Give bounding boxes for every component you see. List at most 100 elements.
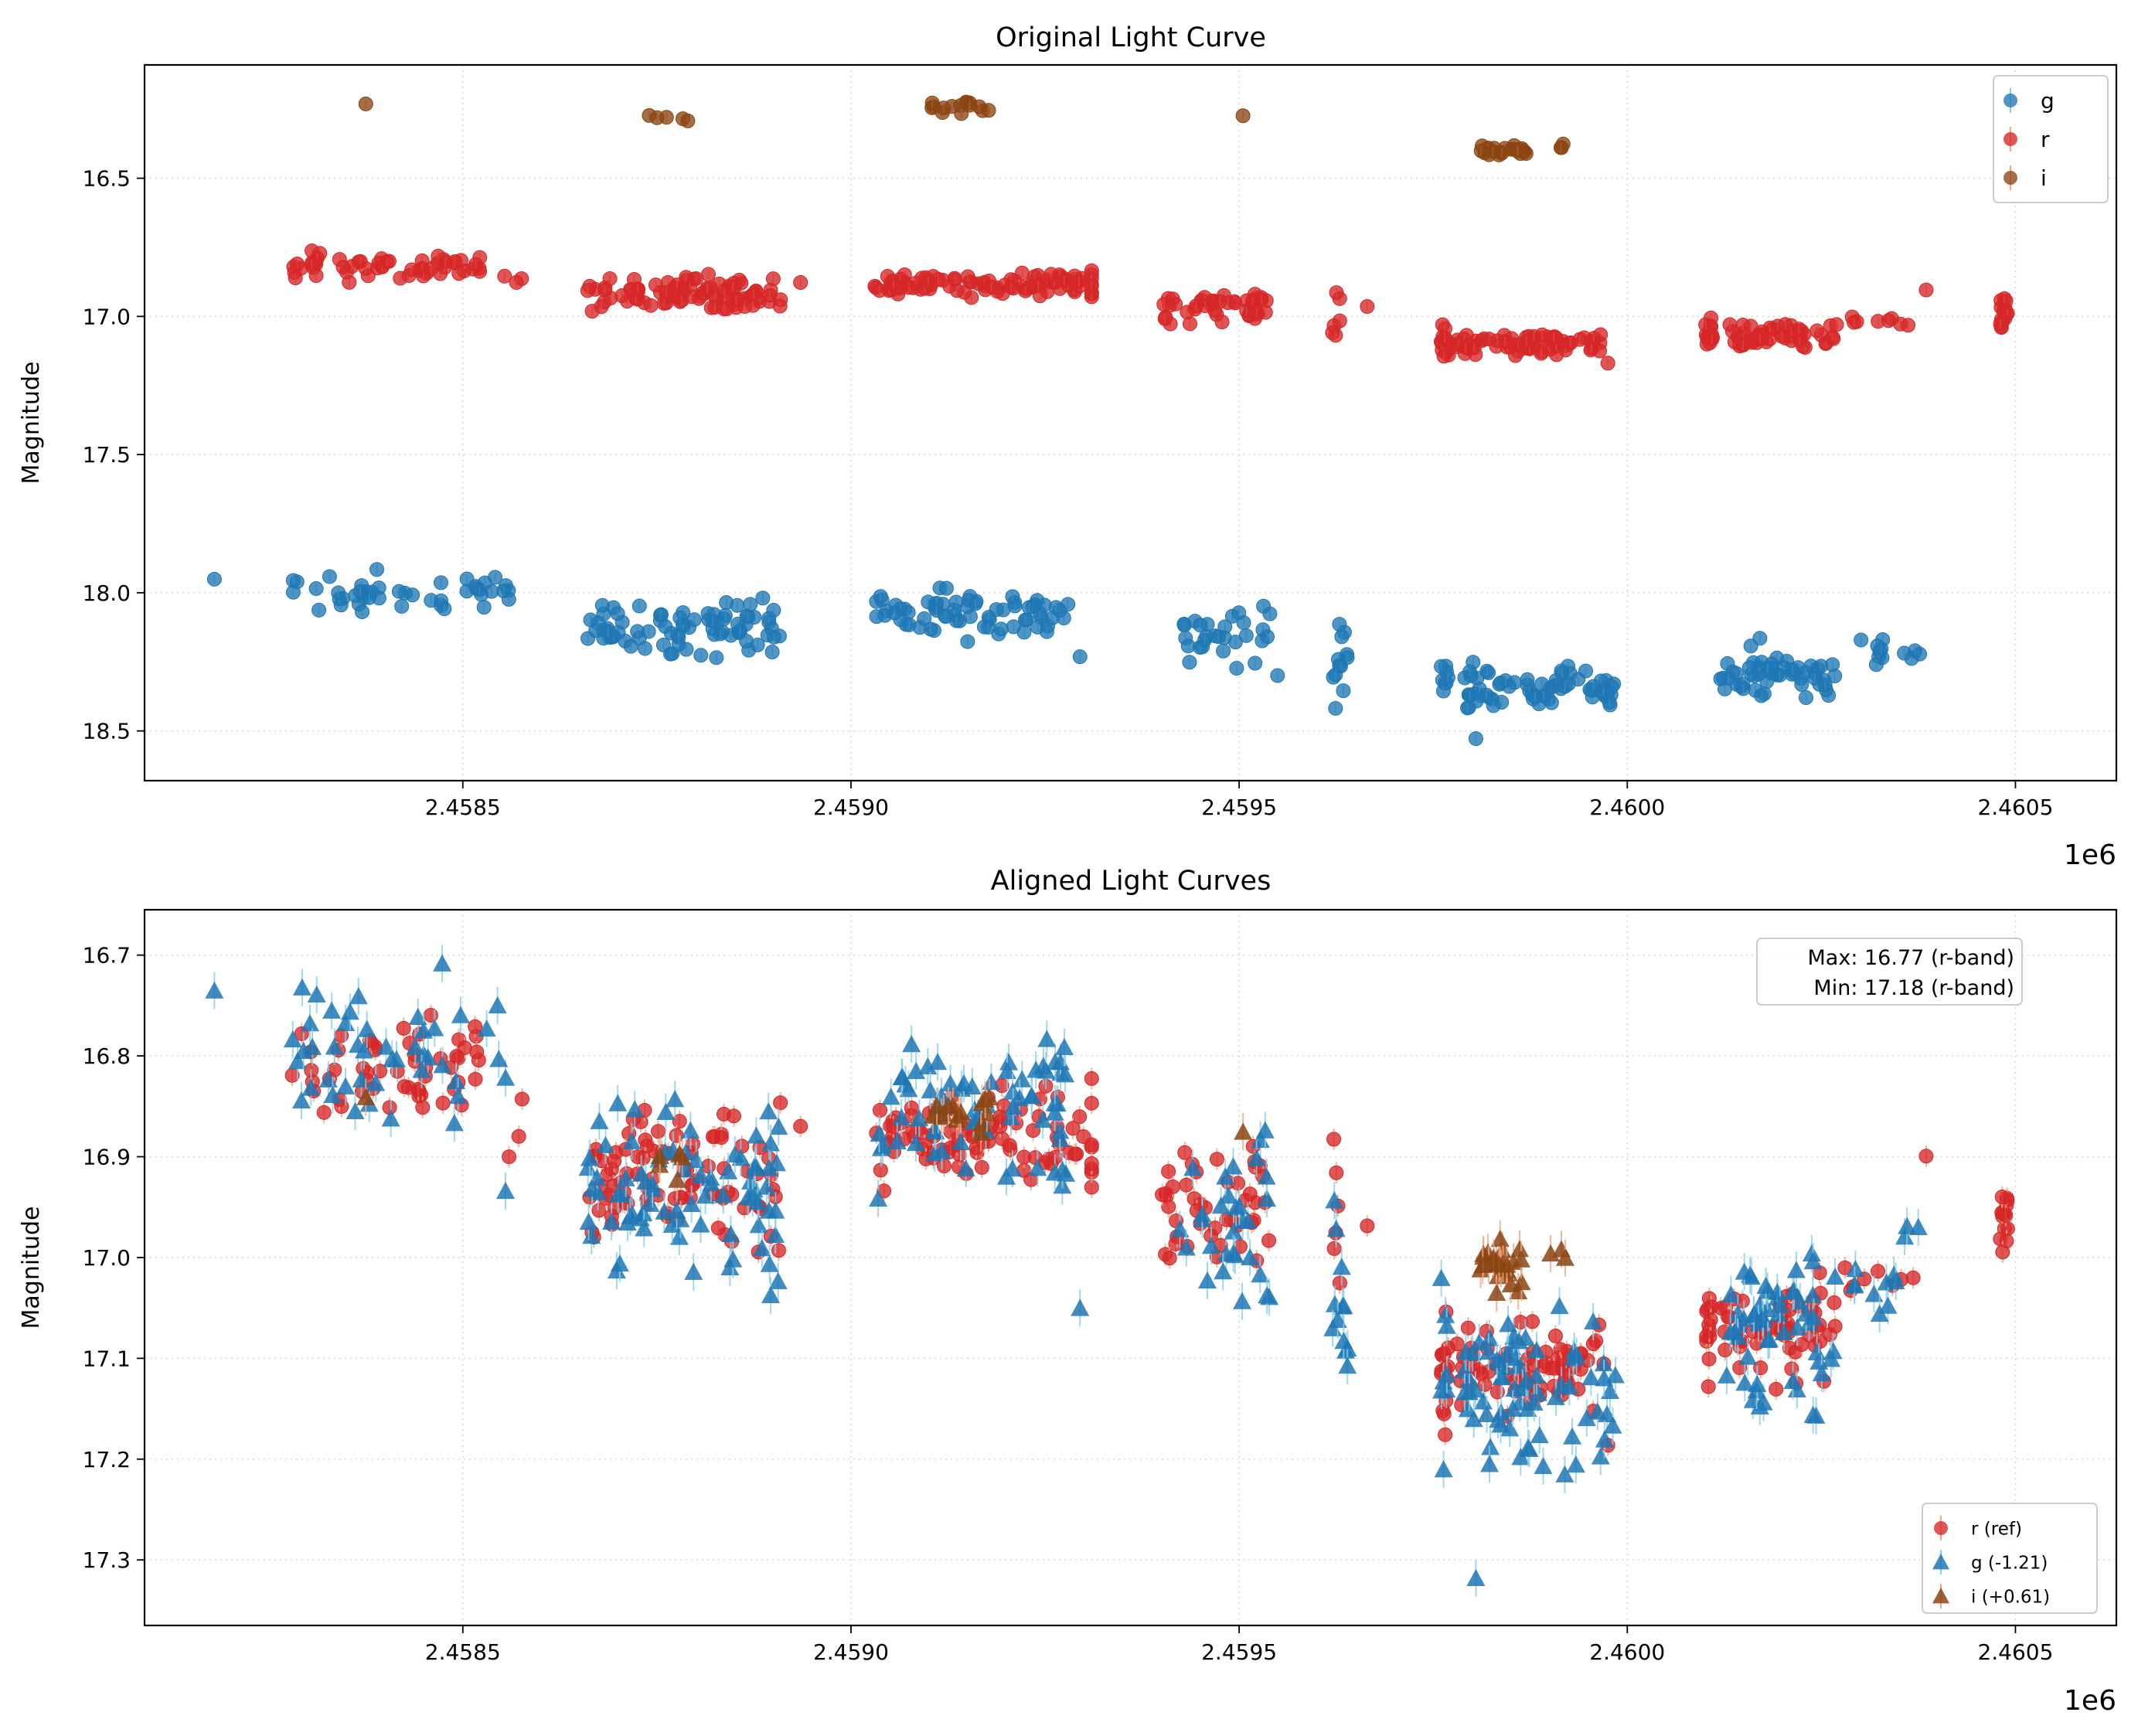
data-point [956,1159,975,1177]
data-point [1157,311,1173,326]
data-point [1216,1167,1235,1185]
data-point [1895,1227,1915,1245]
data-point [672,610,688,625]
data-point [1743,318,1758,334]
x-axis-offset-label: 1e6 [2064,839,2116,871]
data-point [1769,1381,1784,1397]
data-point [684,289,700,305]
data-point [1473,1392,1493,1410]
data-point [1233,1292,1252,1309]
x-tick-label: 2.4600 [1589,795,1665,820]
annotation-min: Min: 17.18 (r-band) [1813,976,2014,1000]
original-light-curve-panel: Original Light Curve 2.4585 2.4590 2.4595 2… [18,22,2118,871]
data-point [582,1227,601,1244]
data-point [949,1106,969,1124]
plot-frame [143,63,2118,782]
data-point [1783,1282,1803,1300]
data-point [608,1094,628,1111]
data-point [983,279,999,294]
data-point [672,1148,692,1166]
data-point [901,617,917,632]
data-point [1491,1415,1510,1433]
data-point [1524,1393,1544,1411]
data-point [721,1224,740,1243]
data-point [1018,283,1033,298]
data-point [1750,1397,1769,1414]
data-point [669,1227,689,1245]
data-point [308,580,324,596]
x-tick-label: 2.4585 [425,795,501,820]
data-point [1050,1122,1070,1139]
data-point [433,954,452,972]
data-point [1584,341,1599,356]
data-point [1803,1251,1823,1270]
data-point [206,571,222,587]
data-point [1754,688,1769,703]
data-point [1242,1186,1258,1202]
data-point [1546,330,1561,345]
legend-marker [2004,94,2017,107]
data-point [1490,1230,1510,1248]
data-point [1477,1404,1496,1422]
data-point [1003,1098,1023,1115]
data-point [1898,1217,1917,1234]
legend-label: i [2041,165,2047,191]
data-point [579,1212,598,1231]
data-point [1783,1371,1803,1389]
data-point [766,1225,785,1243]
data-point [1847,315,1862,330]
data-point [921,273,936,288]
data-point [1262,606,1278,621]
data-point [981,619,996,635]
data-point [477,1019,496,1037]
data-point [1802,1244,1821,1262]
data-point [1334,1332,1353,1350]
chart-title: Aligned Light Curves [991,866,1272,897]
data-point [1530,1425,1549,1444]
data-point [1785,662,1800,677]
data-point [608,1185,628,1203]
data-point [1183,1158,1203,1176]
data-point [974,1159,989,1175]
data-point [1211,1196,1231,1214]
data-point [723,1250,743,1268]
x-tick-label: 2.4595 [1201,795,1277,820]
data-point [917,611,932,626]
data-point [1735,1373,1755,1391]
data-point [1735,681,1751,696]
data-point [766,603,781,618]
data-point [902,1035,921,1053]
data-point [380,254,395,270]
aligned-light-curves-panel: Aligned Light Curves 2.4585 2.4590 2.4595 2… [18,866,2118,1717]
data-point [1864,1285,1884,1302]
data-point [1510,1240,1529,1258]
data-point [580,1149,599,1166]
data-point [625,1100,645,1118]
data-point [1436,1406,1452,1421]
y-tick-label: 16.5 [83,166,131,192]
data-point [1248,655,1263,671]
data-point [1466,1568,1486,1587]
data-point [1721,1285,1741,1303]
data-point [1499,1315,1518,1333]
data-point [205,981,224,999]
data-point [1030,277,1046,293]
data-point [451,266,467,281]
data-point [921,1081,940,1099]
data-point [1045,1163,1064,1181]
data-point [1527,1341,1546,1359]
data-point [1326,1132,1342,1147]
data-point [1871,1264,1886,1279]
data-point [366,1074,386,1091]
data-point [1325,1191,1344,1209]
data-point [1584,1312,1603,1329]
data-point [1827,1319,1843,1334]
legend-marker [1932,1588,1949,1604]
data-point [615,288,630,304]
data-point [594,597,610,613]
data-point [793,274,809,290]
legend-item: i (+0.61) [1932,1584,2050,1608]
data-point [761,1134,780,1152]
data-point [684,1262,703,1280]
legend-label: r [2041,127,2050,152]
